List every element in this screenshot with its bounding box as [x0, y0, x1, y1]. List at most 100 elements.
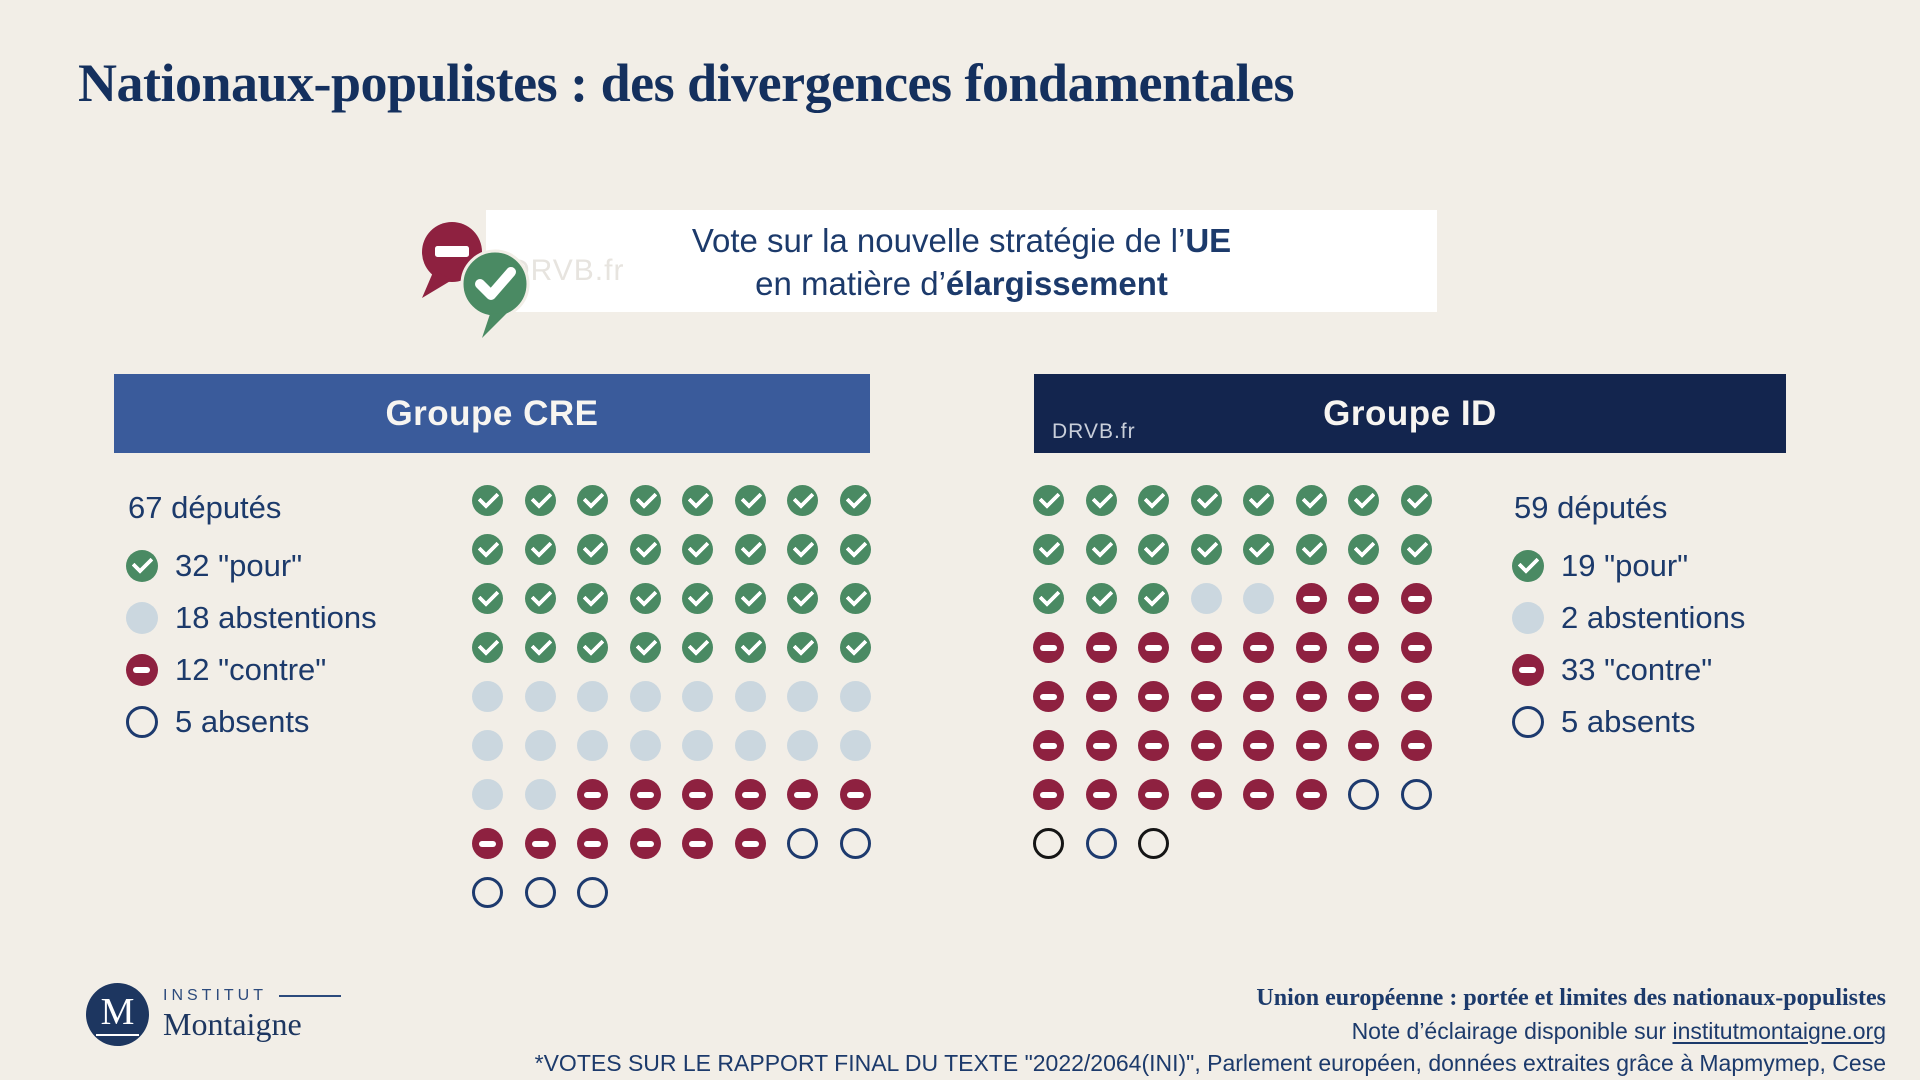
abstention-icon [734, 681, 766, 712]
institutmontaigne-link[interactable]: institutmontaigne.org [1672, 1018, 1886, 1044]
pour-icon [524, 485, 556, 516]
contre-icon [1400, 681, 1432, 712]
contre-icon [1512, 654, 1544, 686]
logo-initial: M [95, 993, 140, 1036]
vote-row [1033, 632, 1432, 663]
pour-icon [472, 632, 503, 663]
pour-icon [1033, 534, 1064, 565]
logo-institut-text: INSTITUT [163, 986, 267, 1004]
group-cre-legend: 67 députés 32 "pour" 18 abstentions 12 "… [126, 490, 456, 758]
absent-icon [1033, 828, 1064, 859]
contre-icon [839, 779, 871, 810]
pour-icon [1348, 485, 1379, 516]
pour-bubble-icon [460, 249, 530, 338]
watermark: DRVB.fr [1052, 420, 1136, 443]
contre-icon [1138, 632, 1169, 663]
absent-icon [524, 877, 556, 908]
vote-row [472, 877, 871, 908]
contre-icon [1348, 681, 1379, 712]
pour-icon [734, 632, 766, 663]
pour-icon [1400, 485, 1432, 516]
legend-item-absent: 5 absents [1512, 704, 1842, 739]
legend-item-absent: 5 absents [126, 704, 456, 739]
contre-icon [629, 779, 661, 810]
abstention-icon [524, 779, 556, 810]
group-id-header: DRVB.fr Groupe ID [1034, 374, 1786, 453]
absent-icon [577, 877, 608, 908]
contre-icon [1295, 583, 1327, 614]
contre-icon [1295, 632, 1327, 663]
footer-source-note: *VOTES SUR LE RAPPORT FINAL DU TEXTE "20… [534, 1050, 1886, 1076]
contre-icon [126, 654, 158, 686]
pour-icon [682, 583, 713, 614]
contre-icon [734, 828, 766, 859]
id-vote-matrix [1033, 485, 1432, 877]
pour-icon [1243, 534, 1274, 565]
vote-line1-bold: UE [1185, 222, 1232, 259]
abstention-icon [577, 681, 608, 712]
vote-row [1033, 681, 1432, 712]
vote-subject-line1: Vote sur la nouvelle stratégie de l’UE [486, 219, 1437, 262]
abstention-icon [524, 681, 556, 712]
contre-icon [472, 828, 503, 859]
pour-icon [839, 534, 871, 565]
pour-icon [1348, 534, 1379, 565]
abstention-icon [1190, 583, 1222, 614]
contre-icon [1085, 779, 1117, 810]
abstention-icon [577, 730, 608, 761]
contre-icon [1348, 583, 1379, 614]
absent-icon [1512, 706, 1544, 738]
legend-item-abstention: 2 abstentions [1512, 600, 1842, 635]
pour-icon [1400, 534, 1432, 565]
abstention-icon [524, 730, 556, 761]
abstention-icon [682, 681, 713, 712]
cre-vote-matrix [472, 485, 871, 926]
logo-wordmark: INSTITUT Montaigne [163, 987, 341, 1043]
pour-icon [472, 583, 503, 614]
vote-line2-regular: en matière d’ [755, 265, 946, 302]
abstention-icon [682, 730, 713, 761]
abstention-icon [472, 779, 503, 810]
vote-row [1033, 779, 1432, 810]
contre-icon [1243, 681, 1274, 712]
legend-item-pour: 19 "pour" [1512, 548, 1842, 583]
absent-icon [1348, 779, 1379, 810]
pour-icon [1033, 485, 1064, 516]
pour-icon [629, 485, 661, 516]
vote-row [472, 583, 871, 614]
contre-icon [1348, 632, 1379, 663]
pour-icon [1033, 583, 1064, 614]
vote-subject-text: Vote sur la nouvelle stratégie de l’UE e… [486, 219, 1437, 305]
legend-item-pour: 32 "pour" [126, 548, 456, 583]
vote-row [472, 779, 871, 810]
footer-report-title: Union européenne : portée et limites des… [1256, 985, 1886, 1011]
contre-icon [1033, 681, 1064, 712]
pour-icon [1295, 485, 1327, 516]
pour-icon [1243, 485, 1274, 516]
contre-icon [1033, 779, 1064, 810]
pour-icon [126, 550, 158, 582]
pour-icon [734, 534, 766, 565]
logo-montaigne-label: Montaigne [163, 1005, 302, 1042]
contre-icon [1033, 730, 1064, 761]
pour-icon [629, 583, 661, 614]
abstention-icon [472, 681, 503, 712]
legend-label-absent: 5 absents [175, 704, 310, 739]
abstention-icon [1512, 602, 1544, 634]
footer-note: Note d’éclairage disponible sur institut… [535, 1018, 1886, 1045]
vote-row [1033, 485, 1432, 516]
pour-icon [1190, 534, 1222, 565]
vote-row [1033, 730, 1432, 761]
legend-label-absent: 5 absents [1561, 704, 1696, 739]
vote-line1-regular: Vote sur la nouvelle stratégie de l’ [691, 222, 1186, 259]
pour-icon [1138, 485, 1169, 516]
pour-icon [1512, 550, 1544, 582]
contre-icon [682, 779, 713, 810]
pour-icon [524, 534, 556, 565]
id-deputies-count: 59 députés [1514, 490, 1668, 525]
contre-icon [1085, 632, 1117, 663]
absent-icon [126, 706, 158, 738]
pour-icon [1190, 485, 1222, 516]
vote-row [1033, 583, 1432, 614]
absent-icon [472, 877, 503, 908]
